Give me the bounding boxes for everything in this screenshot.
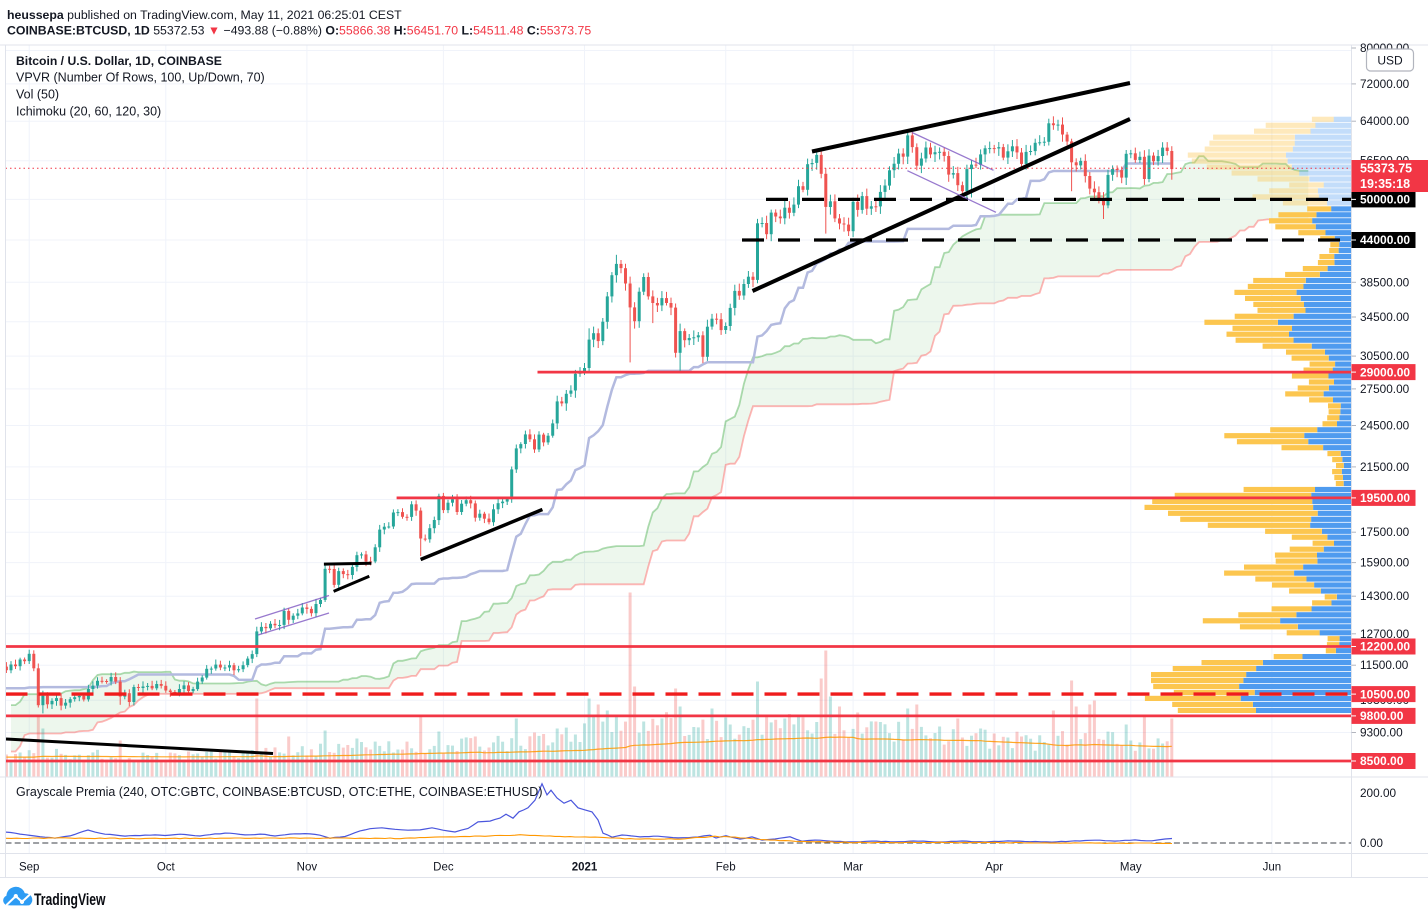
svg-text:Dec: Dec	[433, 862, 454, 874]
svg-text:Bitcoin / U.S. Dollar, 1D, COI: Bitcoin / U.S. Dollar, 1D, COINBASE	[16, 54, 222, 68]
svg-text:30500.00: 30500.00	[1360, 349, 1410, 363]
svg-text:Grayscale Premia (240, OTC:GBT: Grayscale Premia (240, OTC:GBTC, COINBAS…	[16, 785, 542, 799]
svg-text:Mar: Mar	[843, 862, 863, 874]
svg-text:19:35:18: 19:35:18	[1360, 177, 1410, 191]
svg-text:21500.00: 21500.00	[1360, 460, 1410, 474]
svg-text:29000.00: 29000.00	[1360, 365, 1410, 379]
svg-text:9800.00: 9800.00	[1360, 709, 1404, 723]
svg-text:50000.00: 50000.00	[1360, 193, 1410, 207]
svg-text:Ichimoku (20, 60, 120, 30): Ichimoku (20, 60, 120, 30)	[16, 105, 161, 119]
svg-text:15900.00: 15900.00	[1360, 556, 1410, 570]
svg-text:0.00: 0.00	[1360, 836, 1383, 850]
svg-text:Jun: Jun	[1263, 862, 1282, 874]
svg-text:heussepa published on TradingV: heussepa published on TradingView.com, M…	[7, 8, 402, 22]
svg-text:VPVR (Number Of Rows, 100, Up/: VPVR (Number Of Rows, 100, Up/Down, 70)	[16, 71, 265, 85]
svg-text:Apr: Apr	[985, 862, 1003, 874]
svg-text:14300.00: 14300.00	[1360, 589, 1410, 603]
svg-text:64000.00: 64000.00	[1360, 114, 1410, 128]
svg-text:Nov: Nov	[297, 862, 318, 874]
svg-text:2021: 2021	[572, 862, 598, 874]
svg-text:19500.00: 19500.00	[1360, 491, 1410, 505]
svg-text:COINBASE:BTCUSD, 1D 55372.53: COINBASE:BTCUSD, 1D 55372.53 ▼ −493.88 (…	[7, 24, 591, 38]
svg-text:10500.00: 10500.00	[1360, 687, 1410, 701]
svg-text:USD: USD	[1377, 54, 1403, 68]
svg-text:55373.75: 55373.75	[1360, 162, 1412, 176]
svg-text:24500.00: 24500.00	[1360, 419, 1410, 433]
svg-text:Sep: Sep	[19, 862, 39, 874]
svg-text:8500.00: 8500.00	[1360, 754, 1404, 768]
svg-text:Feb: Feb	[716, 862, 736, 874]
svg-text:200.00: 200.00	[1360, 786, 1397, 800]
svg-text:Vol (50): Vol (50)	[16, 88, 59, 102]
svg-text:11500.00: 11500.00	[1360, 658, 1409, 672]
svg-text:38500.00: 38500.00	[1360, 275, 1410, 289]
svg-text:72000.00: 72000.00	[1360, 77, 1410, 91]
svg-text:44000.00: 44000.00	[1360, 233, 1410, 247]
svg-text:May: May	[1120, 862, 1142, 874]
svg-text:12200.00: 12200.00	[1360, 640, 1410, 654]
svg-text:TradingView: TradingView	[34, 891, 106, 909]
svg-text:Oct: Oct	[157, 862, 176, 874]
svg-text:17500.00: 17500.00	[1360, 525, 1410, 539]
svg-text:9300.00: 9300.00	[1360, 726, 1403, 740]
svg-text:34500.00: 34500.00	[1360, 310, 1410, 324]
svg-text:27500.00: 27500.00	[1360, 382, 1410, 396]
